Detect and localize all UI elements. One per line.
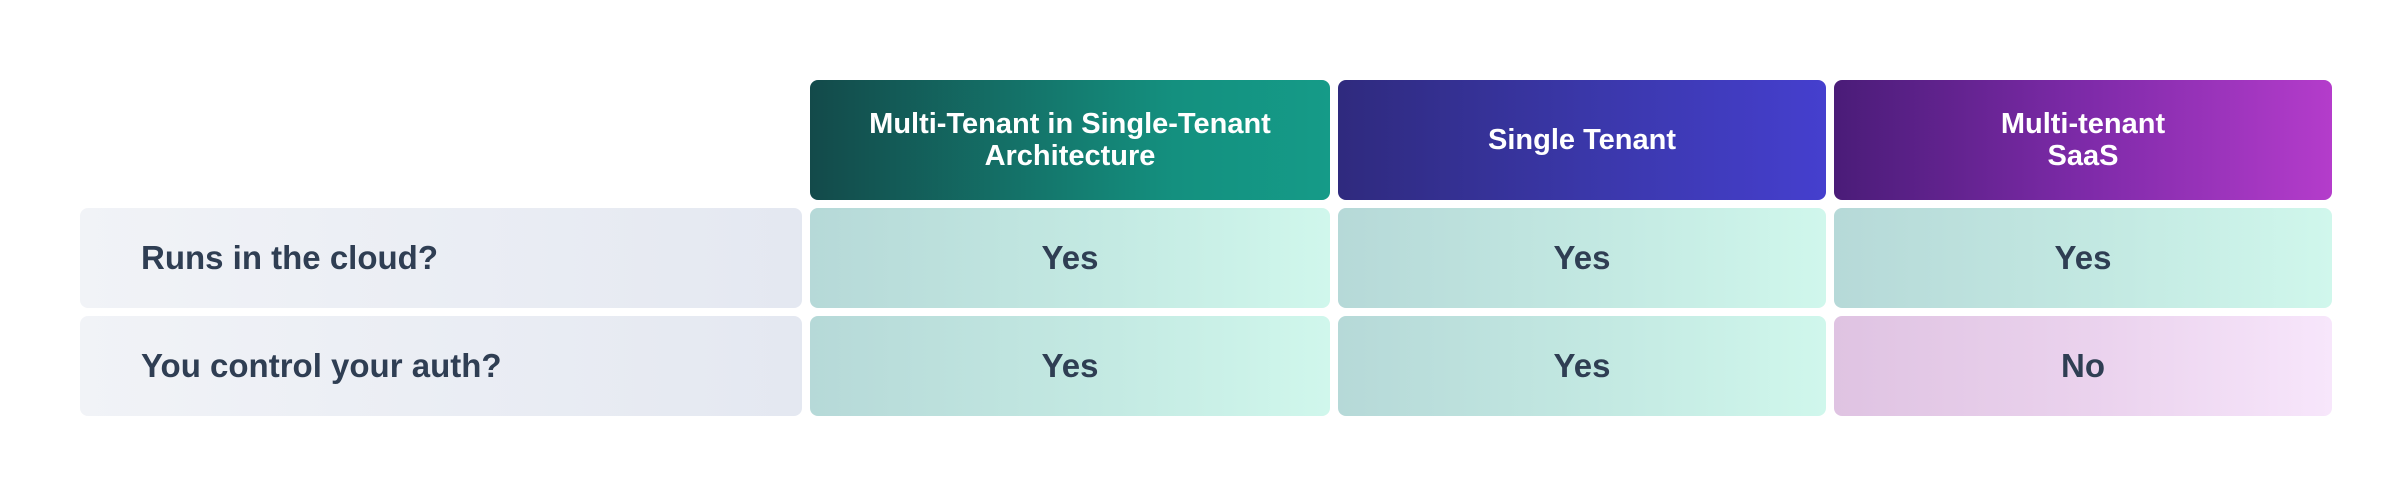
row-label-runs-in-cloud: Runs in the cloud? [80, 208, 802, 308]
column-header-multi-tenant-saas: Multi-tenant SaaS [1834, 80, 2332, 200]
row-label-control-auth: You control your auth? [80, 316, 802, 416]
column-header-label: Single Tenant [1488, 124, 1676, 156]
table-cell: Yes [810, 208, 1330, 308]
cell-value: No [2061, 347, 2105, 384]
row-label-text: Runs in the cloud? [141, 239, 438, 276]
table-cell: Yes [1834, 208, 2332, 308]
column-header-single-tenant: Single Tenant [1338, 80, 1826, 200]
cell-value: Yes [1041, 239, 1099, 276]
cell-value: Yes [1041, 347, 1099, 384]
cell-value: Yes [1553, 239, 1611, 276]
column-header-label: Multi-Tenant in Single-Tenant Architectu… [869, 108, 1271, 172]
cell-value: Yes [1553, 347, 1611, 384]
table-cell: Yes [1338, 208, 1826, 308]
cell-value: Yes [2054, 239, 2112, 276]
table-cell: Yes [810, 316, 1330, 416]
column-header-label: Multi-tenant SaaS [2000, 108, 2166, 172]
table-cell: Yes [1338, 316, 1826, 416]
table-cell: No [1834, 316, 2332, 416]
column-header-multi-tenant-in-single-tenant: Multi-Tenant in Single-Tenant Architectu… [810, 80, 1330, 200]
row-label-text: You control your auth? [141, 347, 502, 384]
